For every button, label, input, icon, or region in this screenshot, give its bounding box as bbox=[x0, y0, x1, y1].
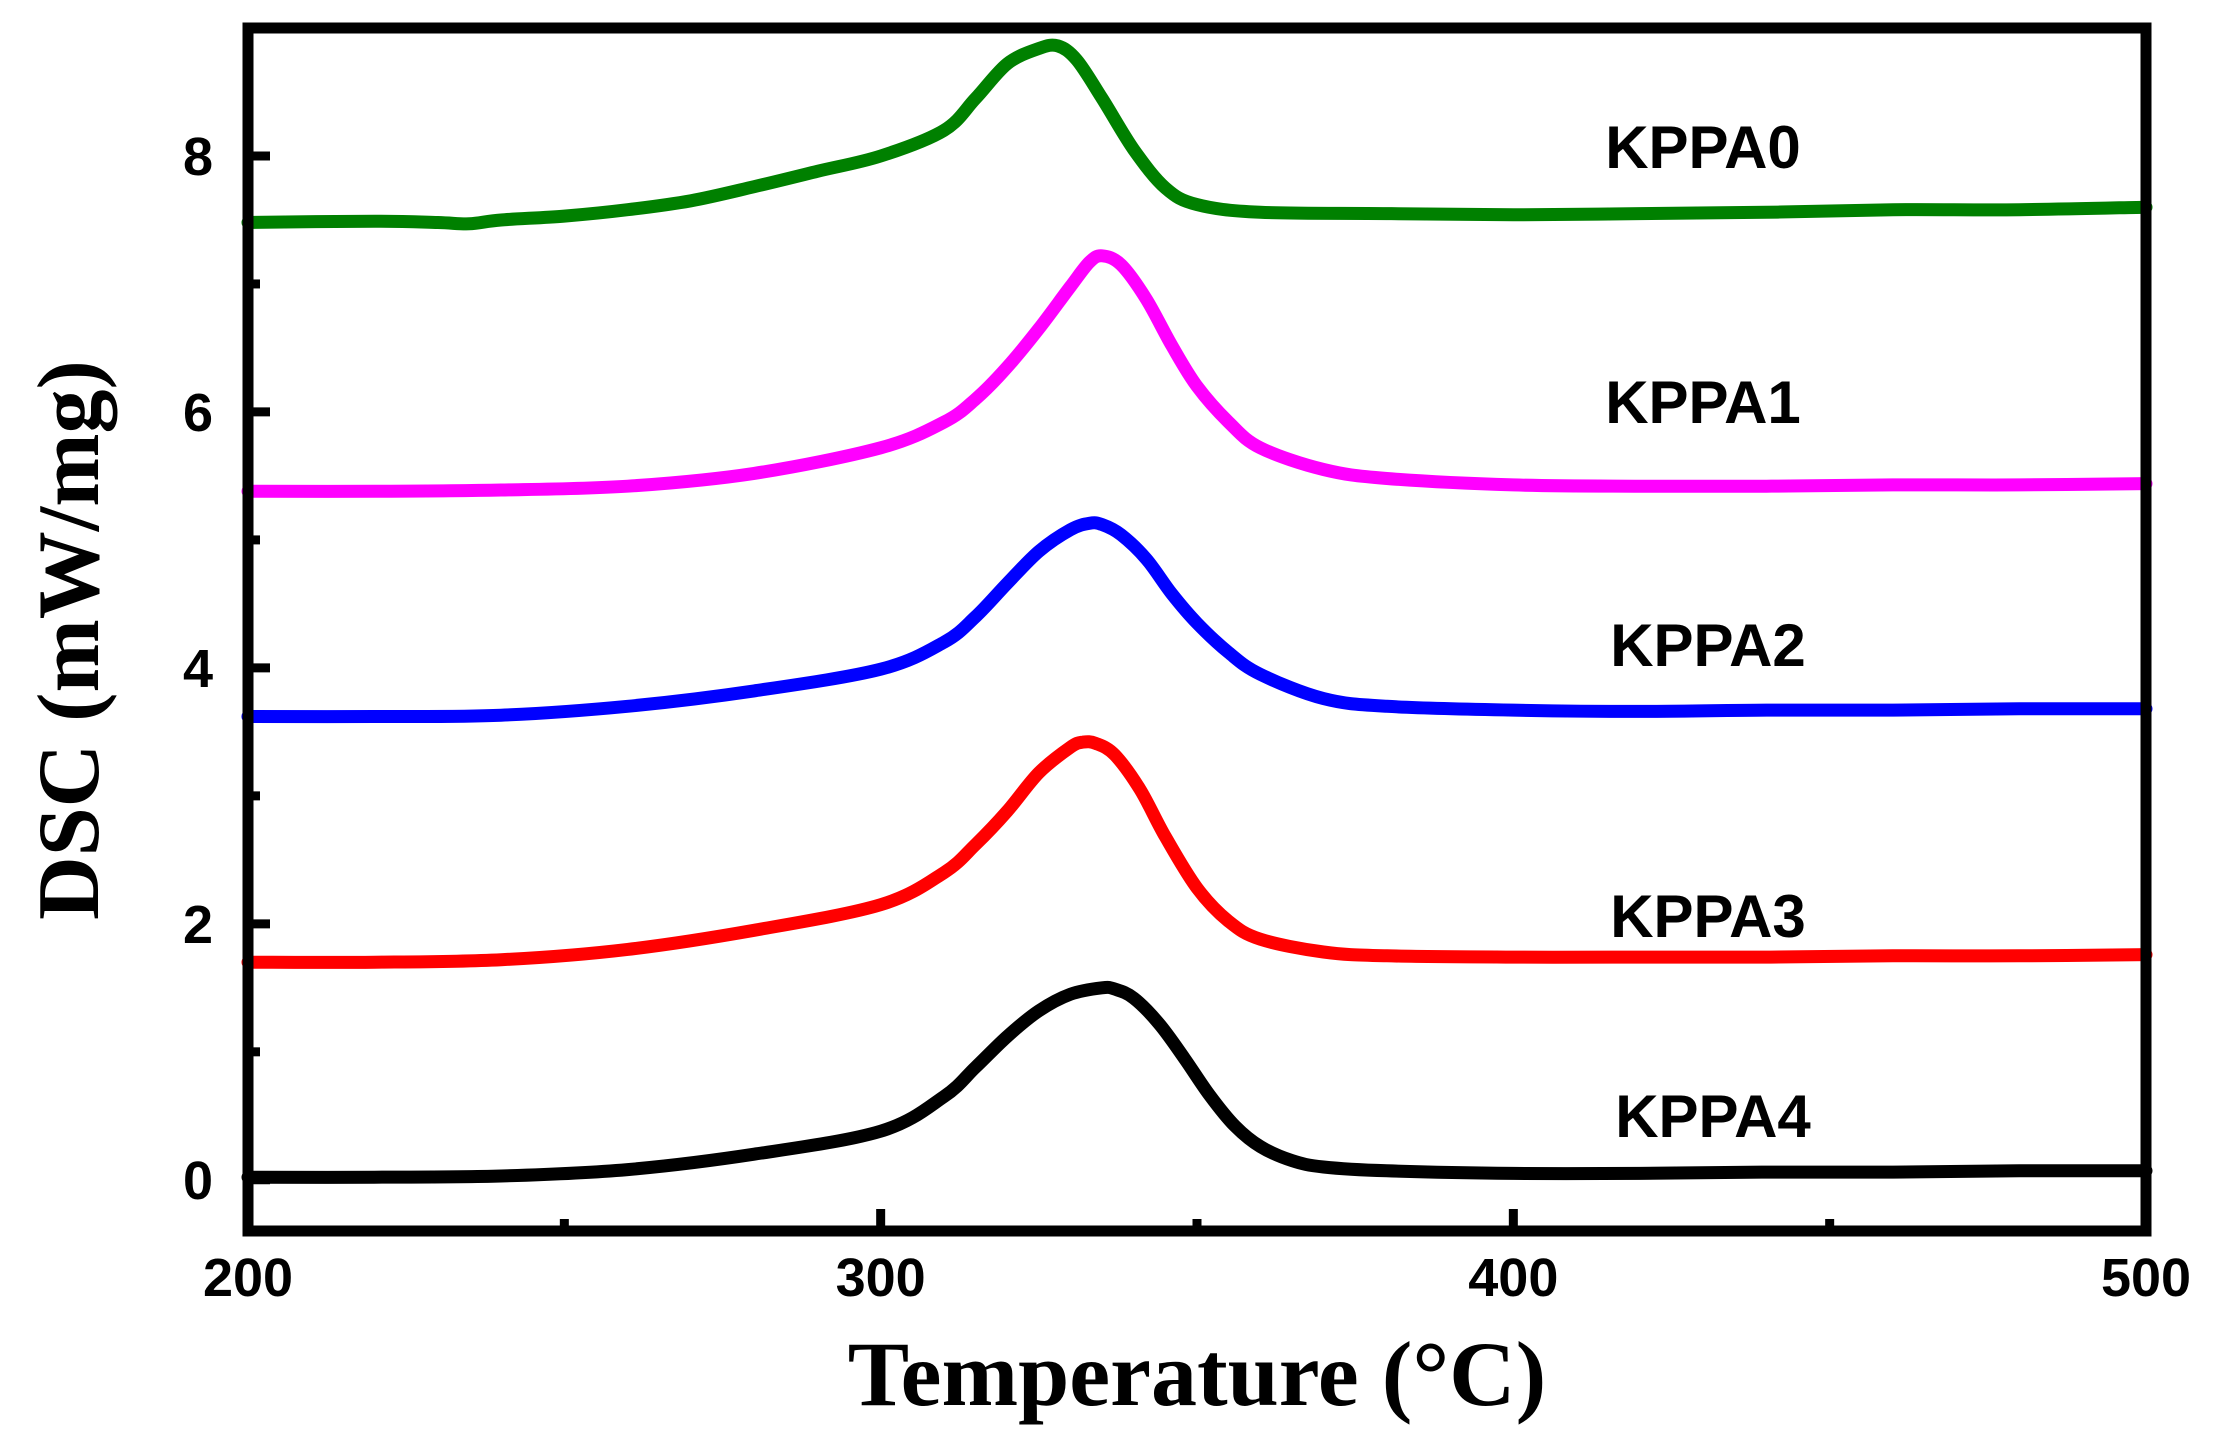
y-tick-label: 4 bbox=[183, 639, 213, 699]
y-tick-label: 8 bbox=[183, 127, 213, 187]
series-label-kppa3: KPPA3 bbox=[1610, 883, 1806, 950]
y-tick-label: 0 bbox=[183, 1151, 213, 1211]
series-layer bbox=[241, 38, 2153, 1184]
x-tick-label: 300 bbox=[836, 1248, 926, 1308]
x-tick-label: 500 bbox=[2101, 1248, 2191, 1308]
label-layer: KPPA0 KPPA1 KPPA2 KPPA3 KPPA4 200 300 400 500 0 2 4… bbox=[183, 114, 2191, 1308]
series-line-kppa2 bbox=[241, 516, 2153, 724]
series-line-kppa4 bbox=[241, 980, 2153, 1184]
series-label-kppa1: KPPA1 bbox=[1605, 369, 1801, 436]
x-axis-title: Temperature (°C) bbox=[848, 1323, 1547, 1425]
series-label-kppa0: KPPA0 bbox=[1605, 114, 1801, 181]
x-tick-label: 200 bbox=[203, 1248, 293, 1308]
y-axis-title: DSC (mW/mg) bbox=[21, 360, 118, 920]
series-line-kppa0 bbox=[241, 38, 2153, 231]
x-tick-label: 400 bbox=[1468, 1248, 1558, 1308]
series-label-kppa2: KPPA2 bbox=[1610, 612, 1806, 679]
series-line-kppa1 bbox=[241, 249, 2153, 498]
series-label-kppa4: KPPA4 bbox=[1615, 1083, 1811, 1150]
y-tick-label: 6 bbox=[183, 383, 213, 443]
y-tick-label: 2 bbox=[183, 895, 213, 955]
tick-layer bbox=[243, 151, 2151, 1231]
series-line-kppa3 bbox=[241, 735, 2153, 969]
